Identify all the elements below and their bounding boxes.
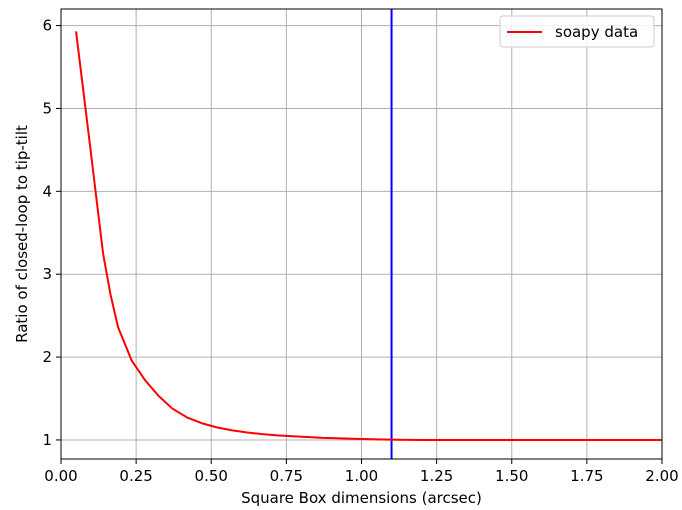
grid-lines [60, 9, 663, 459]
legend-box [499, 15, 655, 48]
x-tick-label: 1.75 [570, 467, 603, 485]
x-axis-ticks: 0.00 0.25 0.50 0.75 1.00 1.25 1.50 1.75 2.00 [44, 459, 679, 485]
x-axis-label: Square Box dimensions (arcsec) [241, 489, 482, 507]
x-tick-label: 0.25 [119, 467, 152, 485]
y-tick-label: 2 [42, 348, 52, 366]
x-tick-label: 0.75 [270, 467, 303, 485]
y-tick-label: 3 [42, 265, 52, 283]
x-tick-label: 1.00 [345, 467, 378, 485]
series-line-soapy-data [75, 31, 662, 441]
x-tick-label: 1.50 [495, 467, 528, 485]
series-layer [75, 31, 662, 441]
y-tick-label: 5 [42, 99, 52, 117]
x-tick-label: 1.25 [420, 467, 453, 485]
y-axis-ticks: 1 2 3 4 5 6 [42, 17, 61, 449]
legend: soapy data [499, 15, 655, 48]
y-tick-label: 6 [42, 17, 52, 35]
x-tick-label: 0.00 [44, 467, 77, 485]
legend-label: soapy data [555, 23, 638, 41]
x-tick-label: 2.00 [645, 467, 678, 485]
y-tick-label: 4 [42, 182, 52, 200]
y-tick-label: 1 [42, 431, 52, 449]
y-axis-label: Ratio of closed-loop to tip-tilt [13, 125, 31, 343]
x-tick-label: 0.50 [195, 467, 228, 485]
